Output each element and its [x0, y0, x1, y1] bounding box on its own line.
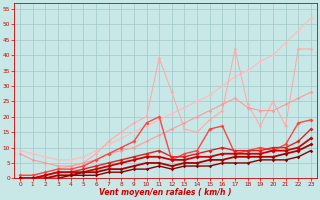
- X-axis label: Vent moyen/en rafales ( km/h ): Vent moyen/en rafales ( km/h ): [99, 188, 232, 197]
